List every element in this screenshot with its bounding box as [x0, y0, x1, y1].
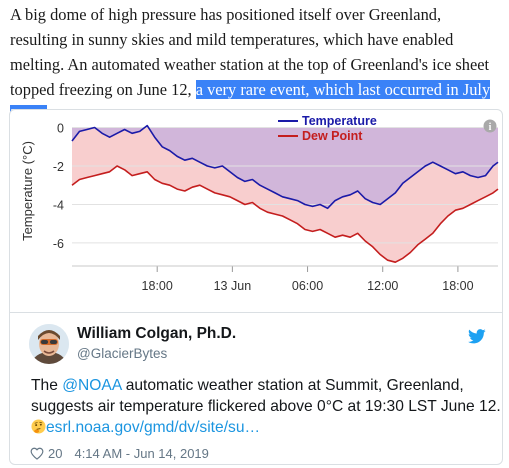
chart-svg: 0 -2 -4 -6 18:00 13 Jun 06:00 12:00 18:00 Tempera… — [20, 114, 499, 293]
heart-icon[interactable] — [30, 447, 44, 460]
tweet-timestamp[interactable]: 4:14 AM - Jun 14, 2019 — [74, 446, 209, 461]
x-tick-label: 06:00 — [292, 279, 323, 293]
external-link[interactable]: esrl.noaa.gov/gmd/dv/site/su… — [46, 419, 261, 436]
legend-label: Dew Point — [302, 129, 363, 143]
temperature-series-line — [71, 124, 499, 210]
embedded-tweet[interactable]: 0 -2 -4 -6 18:00 13 Jun 06:00 12:00 18:00 Tempera… — [9, 109, 503, 465]
x-tick-label: 18:00 — [442, 279, 473, 293]
y-axis-label: Temperature (°C) — [20, 141, 35, 241]
legend-label: Temperature — [302, 114, 377, 128]
dewpoint-fill-area — [72, 125, 498, 263]
twitter-bird-icon[interactable] — [468, 329, 486, 344]
card-divider — [10, 312, 502, 313]
dewpoint-series-line — [71, 165, 499, 263]
thinking-face-emoji — [31, 419, 46, 434]
x-tick-label: 13 Jun — [214, 279, 252, 293]
avatar-portrait-icon — [29, 324, 69, 364]
temperature-fill-area — [72, 125, 498, 209]
info-icon[interactable] — [483, 119, 497, 133]
tweet-text-start: The — [31, 377, 63, 394]
info-icon-glyph: i — [489, 122, 492, 133]
y-tick-label: 0 — [57, 122, 64, 136]
y-tick-label: -2 — [53, 160, 64, 174]
author-name[interactable]: William Colgan, Ph.D. — [77, 325, 237, 342]
tweet-footer: 20 4:14 AM - Jun 14, 2019 — [30, 446, 209, 461]
article-text: A big dome of high pressure has position… — [10, 5, 490, 99]
mention-link[interactable]: @NOAA — [62, 377, 122, 394]
temperature-chart[interactable]: 0 -2 -4 -6 18:00 13 Jun 06:00 12:00 18:00 Tempera… — [10, 110, 502, 312]
y-tick-label: -4 — [53, 198, 64, 212]
author-handle[interactable]: @GlacierBytes — [77, 346, 168, 361]
tweet-text: The @NOAA automatic weather station at S… — [31, 375, 501, 438]
like-count[interactable]: 20 — [48, 446, 63, 461]
x-tick-label: 12:00 — [367, 279, 398, 293]
y-tick-label: -6 — [53, 237, 64, 251]
tweet-text-middle: automatic weather station at Summit, Gre… — [31, 377, 501, 415]
avatar[interactable] — [29, 324, 69, 364]
x-tick-label: 18:00 — [142, 279, 173, 293]
